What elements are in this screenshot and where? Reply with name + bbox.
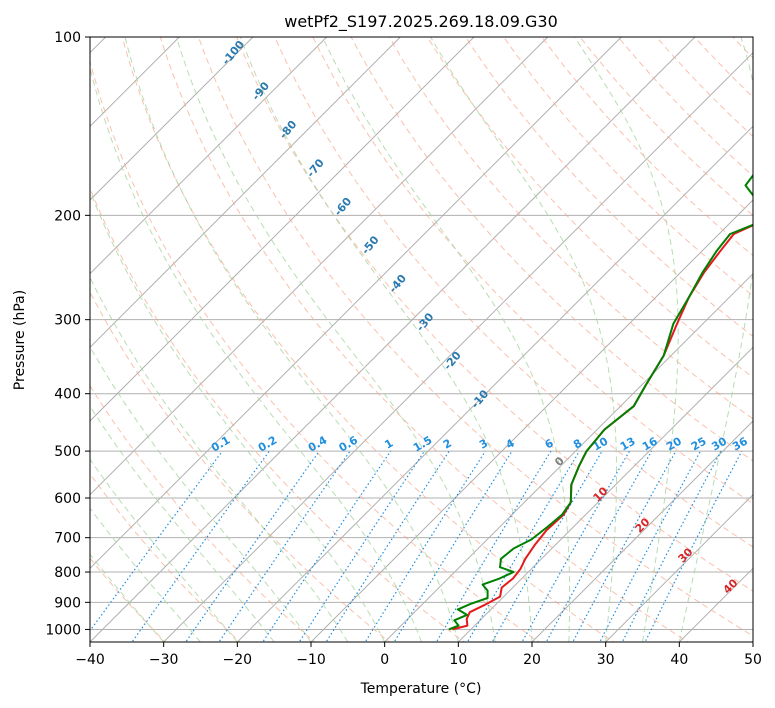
isotherm-line — [236, 125, 753, 642]
dry-adiabat-line — [503, 37, 753, 297]
dry-adiabat-line — [197, 37, 753, 637]
mixing-ratio-line — [262, 450, 392, 642]
y-tick-label: 500 — [54, 444, 81, 460]
isotherm-line — [90, 37, 549, 496]
mixing-ratio-line — [572, 450, 677, 642]
y-tick-label: 100 — [54, 30, 81, 46]
mixing-ratio-line — [218, 450, 351, 642]
dry-adiabat-line — [121, 37, 615, 642]
moist-adiabat-line — [90, 458, 238, 642]
y-tick-label: 600 — [54, 491, 81, 507]
moist-adiabat-line — [90, 276, 349, 642]
x-tick-label: 10 — [449, 652, 467, 668]
isotherm-line — [531, 420, 753, 642]
mixing-ratio-line — [466, 450, 580, 642]
moist-adiabat-line — [574, 37, 679, 642]
dry-adiabat-line — [312, 37, 753, 505]
isotherm-line — [90, 37, 622, 570]
mixing-ratio-line — [621, 450, 722, 642]
y-tick-label: 1000 — [45, 622, 81, 638]
dry-adiabat-line — [90, 291, 391, 642]
moist-adiabat-line — [124, 37, 459, 642]
mixing-ratio-line — [185, 450, 320, 642]
y-tick-label: 700 — [54, 531, 81, 547]
axis-ticks: −40 −30 −20 −10 0 10 20 30 40 50 100 200 300 400 500 60… — [45, 30, 762, 668]
moist-adiabat-line — [175, 37, 496, 642]
moist-adiabat-line — [90, 65, 422, 642]
y-axis-label: Pressure (hPa) — [12, 290, 28, 390]
mixing-ratio-line — [364, 450, 486, 642]
y-tick-label: 300 — [54, 313, 81, 329]
isotherm-line — [384, 272, 753, 642]
isotherm-line — [310, 199, 753, 642]
dry-adiabat-line — [90, 472, 241, 642]
isotherm-line — [605, 493, 753, 642]
mixing-ratio-line — [90, 450, 223, 632]
dry-adiabat-line — [388, 37, 753, 420]
dry-adiabat-line — [350, 37, 753, 462]
x-tick-label: 50 — [744, 652, 762, 668]
mixing-ratio-line — [599, 450, 702, 642]
background-lines — [90, 24, 775, 645]
chart-title: wetPf2_S197.2025.269.18.09.G30 — [284, 12, 558, 32]
y-tick-label: 900 — [54, 595, 81, 611]
dewpoint-line — [448, 173, 753, 631]
moist-adiabat-line — [90, 405, 275, 642]
dry-adiabat-line — [90, 59, 540, 642]
x-tick-label: −40 — [75, 652, 105, 668]
isotherm-line — [90, 37, 254, 201]
moist-adiabat-line — [430, 37, 617, 642]
y-tick-label: 400 — [54, 387, 81, 403]
dry-adiabat-line — [236, 37, 753, 592]
dry-adiabat-line — [90, 384, 316, 642]
isotherm-line — [457, 346, 753, 642]
dry-adiabat-line — [159, 37, 690, 642]
mixing-ratio-line — [131, 450, 270, 642]
mixing-ratio-line — [325, 450, 450, 642]
x-tick-label: 40 — [670, 652, 688, 668]
plot-background — [90, 37, 753, 642]
x-tick-label: −30 — [149, 652, 179, 668]
moist-adiabat-line — [90, 345, 312, 642]
x-tick-label: −10 — [296, 652, 326, 668]
dry-adiabat-line — [426, 37, 753, 379]
moist-adiabat-line — [90, 553, 165, 642]
y-tick-label: 800 — [54, 565, 81, 581]
moist-adiabat-line — [239, 37, 533, 642]
x-tick-label: 30 — [597, 652, 615, 668]
moist-adiabat-line — [678, 37, 753, 642]
isotherm-line — [163, 51, 753, 642]
isotherm-line — [90, 37, 475, 422]
dry-adiabat-line — [758, 24, 775, 645]
dry-adiabat-line — [465, 37, 753, 338]
y-tick-label: 200 — [54, 208, 81, 224]
moist-adiabat-line — [90, 507, 201, 642]
mixing-ratio-line — [298, 450, 425, 642]
moist-adiabat-line — [322, 37, 571, 642]
profile-lines — [448, 173, 753, 631]
x-tick-label: −20 — [223, 652, 253, 668]
dry-adiabat-line — [274, 37, 753, 548]
mixing-ratio-line — [393, 450, 513, 642]
isotherm-line — [90, 37, 328, 275]
isotherm-line — [90, 37, 401, 349]
plot-frame — [89, 36, 754, 643]
moist-adiabat-line — [90, 189, 386, 642]
isotherm-line — [752, 641, 753, 642]
x-tick-label: 20 — [523, 652, 541, 668]
x-axis-label: Temperature (°C) — [360, 681, 482, 697]
x-tick-label: 0 — [380, 652, 389, 668]
